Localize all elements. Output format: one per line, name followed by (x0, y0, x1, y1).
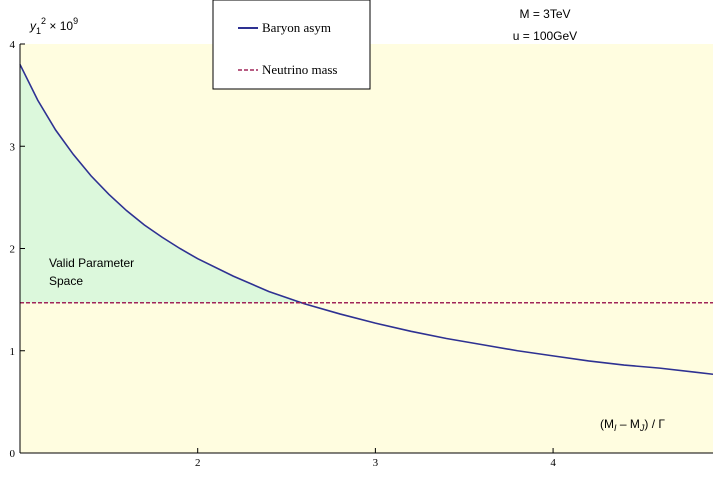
x-tick-label-3: 3 (373, 457, 379, 469)
legend: Baryon asym Neutrino mass (212, 0, 371, 90)
y-axis-label: y12 × 109 (29, 16, 78, 36)
y-tick-label-2: 2 (10, 244, 16, 256)
x-axis-label: (MI – MJ) / Γ (600, 417, 665, 433)
legend-label-baryon: Baryon asym (262, 20, 331, 35)
y-tick-label-1: 1 (10, 346, 16, 358)
y-tick-label-4: 4 (10, 39, 16, 51)
valid-region-label-line1: Valid Parameter (49, 256, 134, 270)
legend-box (212, 0, 371, 90)
annotation-vev: u = 100GeV (513, 29, 577, 43)
valid-parameter-region (20, 64, 302, 303)
series-layer (19, 64, 713, 376)
ticks: 2 3 4 0 1 2 3 4 (10, 39, 557, 469)
annotation-mass: M = 3TeV (519, 7, 570, 21)
valid-region-label-line2: Space (49, 274, 83, 288)
legend-label-neutrino: Neutrino mass (262, 62, 337, 77)
x-tick-label-4: 4 (550, 457, 556, 469)
y-tick-label-3: 3 (10, 141, 16, 153)
y-tick-label-0: 0 (10, 448, 16, 460)
x-tick-label-2: 2 (195, 457, 201, 469)
series-line-baryon-asym (19, 64, 713, 376)
